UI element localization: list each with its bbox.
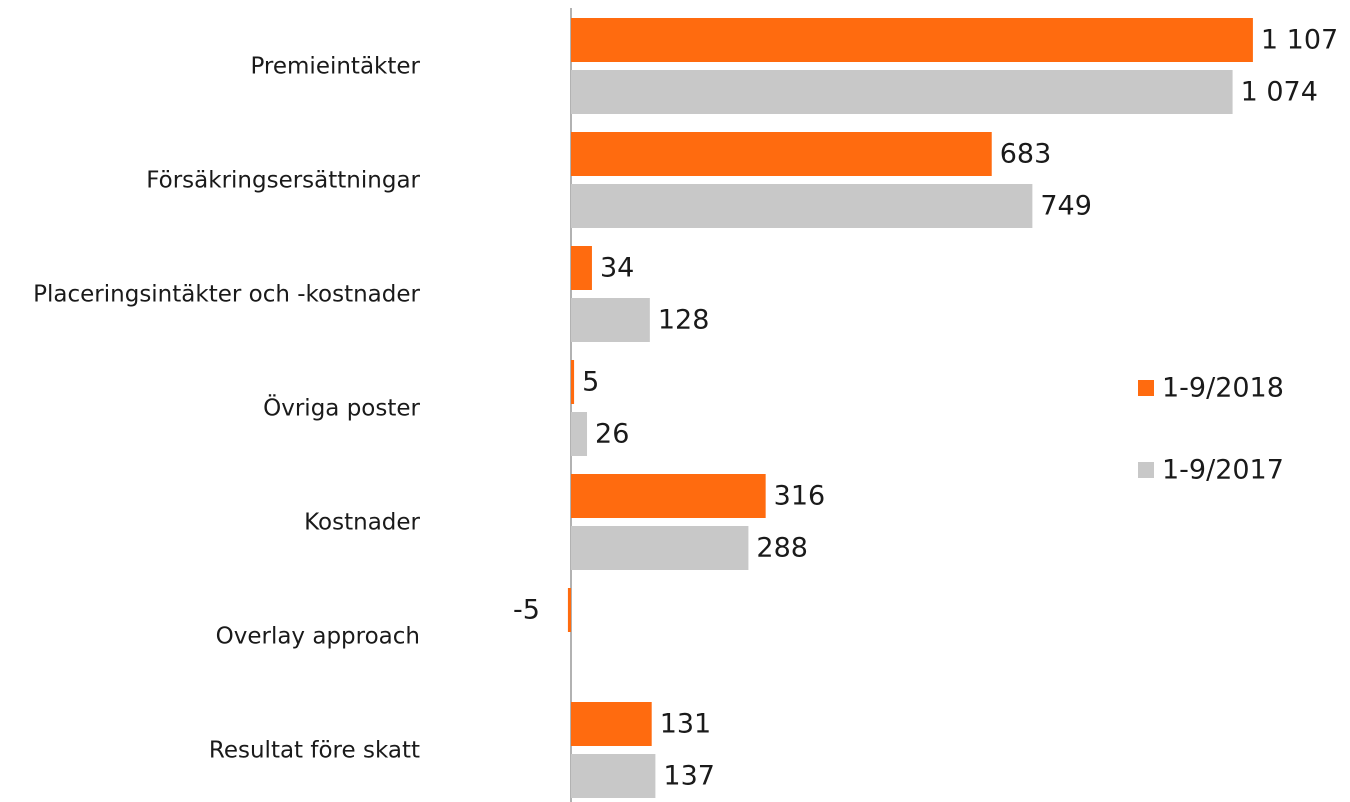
value-label: 137 bbox=[663, 761, 715, 792]
legend-swatch bbox=[1138, 462, 1154, 478]
category-label: Placeringsintäkter och -kostnader bbox=[33, 282, 420, 308]
bar bbox=[571, 184, 1033, 228]
category-label: Overlay approach bbox=[216, 624, 420, 650]
value-label: 5 bbox=[582, 367, 599, 398]
category-label: Resultat före skatt bbox=[209, 738, 420, 764]
bar bbox=[567, 588, 571, 632]
legend-label: 1-9/2018 bbox=[1162, 373, 1284, 404]
value-label: 128 bbox=[658, 305, 710, 336]
bar bbox=[571, 18, 1253, 62]
category-label: Premieintäkter bbox=[250, 54, 420, 80]
bar bbox=[571, 754, 656, 798]
value-label: -5 bbox=[513, 595, 540, 626]
category-label: Kostnader bbox=[304, 510, 420, 536]
bar bbox=[571, 246, 592, 290]
bar bbox=[571, 412, 588, 456]
value-label: 1 074 bbox=[1241, 77, 1318, 108]
value-label: 34 bbox=[600, 253, 634, 284]
bar bbox=[571, 474, 766, 518]
bar bbox=[571, 702, 652, 746]
value-label: 26 bbox=[595, 419, 629, 450]
bar bbox=[571, 132, 992, 176]
legend-label: 1-9/2017 bbox=[1162, 455, 1284, 486]
value-label: 288 bbox=[756, 533, 808, 564]
bar bbox=[571, 526, 749, 570]
category-label: Försäkringsersättningar bbox=[146, 168, 420, 194]
category-label: Övriga poster bbox=[263, 394, 420, 422]
legend-swatch bbox=[1138, 380, 1154, 396]
value-label: 683 bbox=[1000, 139, 1052, 170]
bar bbox=[571, 298, 650, 342]
bar bbox=[571, 70, 1233, 114]
value-label: 1 107 bbox=[1261, 25, 1338, 56]
bar bbox=[571, 360, 575, 404]
value-label: 749 bbox=[1040, 191, 1092, 222]
value-label: 316 bbox=[774, 481, 826, 512]
value-label: 131 bbox=[660, 709, 712, 740]
